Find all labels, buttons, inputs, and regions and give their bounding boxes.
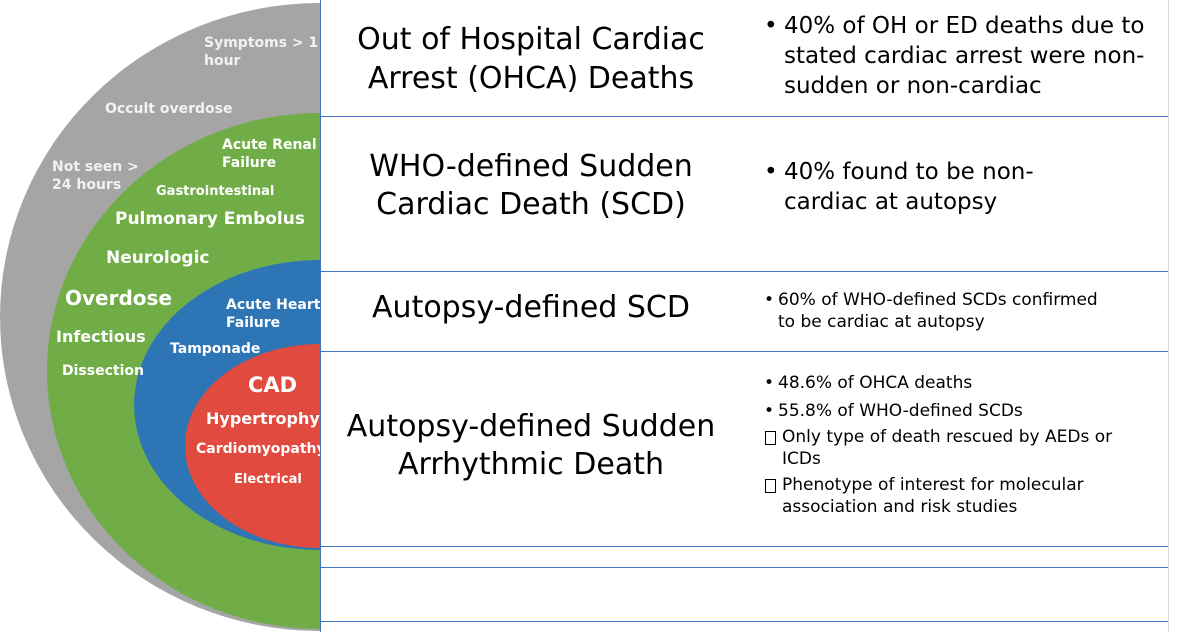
green-label-overdose: Overdose [65, 286, 172, 310]
row-title-ohca: Out of Hospital Cardiac Arrest (OHCA) De… [357, 22, 705, 96]
red-label-cardiomyopathy: Cardiomyopathy [196, 441, 326, 457]
green-label-acute-renal-failure: Acute Renal Failure [222, 137, 317, 172]
red-label-cad: CAD [248, 373, 298, 397]
gray-label-symptoms: Symptoms > 1 hour [204, 35, 319, 70]
green-label-gastrointestinal: Gastrointestinal [156, 184, 275, 199]
blue-label-tamponade: Tamponade [170, 341, 261, 357]
row-divider-5 [320, 567, 1168, 568]
row-title-who-scd: WHO-defined Sudden Cardiac Death (SCD) [369, 149, 693, 223]
checkbox-bullet-icon [765, 479, 776, 494]
green-label-dissection: Dissection [62, 363, 144, 379]
gray-label-not-seen: Not seen >24 hours [52, 159, 139, 194]
green-label-pulmonary-embolus: Pulmonary Embolus [115, 209, 305, 229]
row-title-sudden-arrhythmic-death: Autopsy-defined Sudden Arrhythmic Death [346, 409, 716, 483]
row-bullets-who-scd: • 40% found to be non- cardiac at autops… [764, 158, 1034, 218]
gray-label-occult-overdose: Occult overdose [105, 101, 233, 117]
row-divider-3 [320, 351, 1168, 352]
row-bullets-ohca: • 40% of OH or ED deaths due to stated c… [764, 12, 1144, 102]
row-bullets-autopsy-scd: • 60% of WHO-defined SCDs confirmed to b… [764, 289, 1098, 333]
red-label-hypertrophy: Hypertrophy [206, 409, 320, 428]
nested-semicircle-diagram [0, 3, 320, 631]
row-divider-1 [320, 116, 1168, 117]
blue-label-acute-heart-failure: Acute Heart Failure [226, 297, 321, 332]
red-label-electrical: Electrical [234, 472, 302, 487]
row-title-autopsy-scd: Autopsy-defined SCD [372, 290, 690, 325]
checkbox-bullet-icon [765, 431, 776, 446]
row-divider-4 [320, 546, 1168, 547]
bullet-item: • 48.6% of OHCA deaths [764, 373, 973, 393]
table-right-border [1168, 0, 1169, 632]
green-label-neurologic: Neurologic [106, 248, 210, 268]
bullet-item: • 60% of WHO-defined SCDs confirmed to b… [764, 290, 1098, 333]
bullet-item: Only type of death rescued by AEDs or IC… [764, 426, 1112, 470]
bullet-item: • 40% of OH or ED deaths due to stated c… [764, 13, 1145, 99]
row-bullets-sudden-arrhythmic-death: • 48.6% of OHCA deaths • 55.8% of WHO-de… [764, 372, 1112, 519]
bullet-item: • 40% found to be non- cardiac at autops… [764, 159, 1034, 215]
bullet-item: • 55.8% of WHO-defined SCDs [764, 401, 1023, 422]
green-label-infectious: Infectious [56, 327, 146, 346]
row-divider-2 [320, 271, 1168, 272]
red-core [185, 344, 320, 548]
row-divider-6 [320, 621, 1168, 622]
bullet-item: Phenotype of interest for molecular asso… [764, 474, 1112, 518]
table-left-border [320, 0, 321, 632]
